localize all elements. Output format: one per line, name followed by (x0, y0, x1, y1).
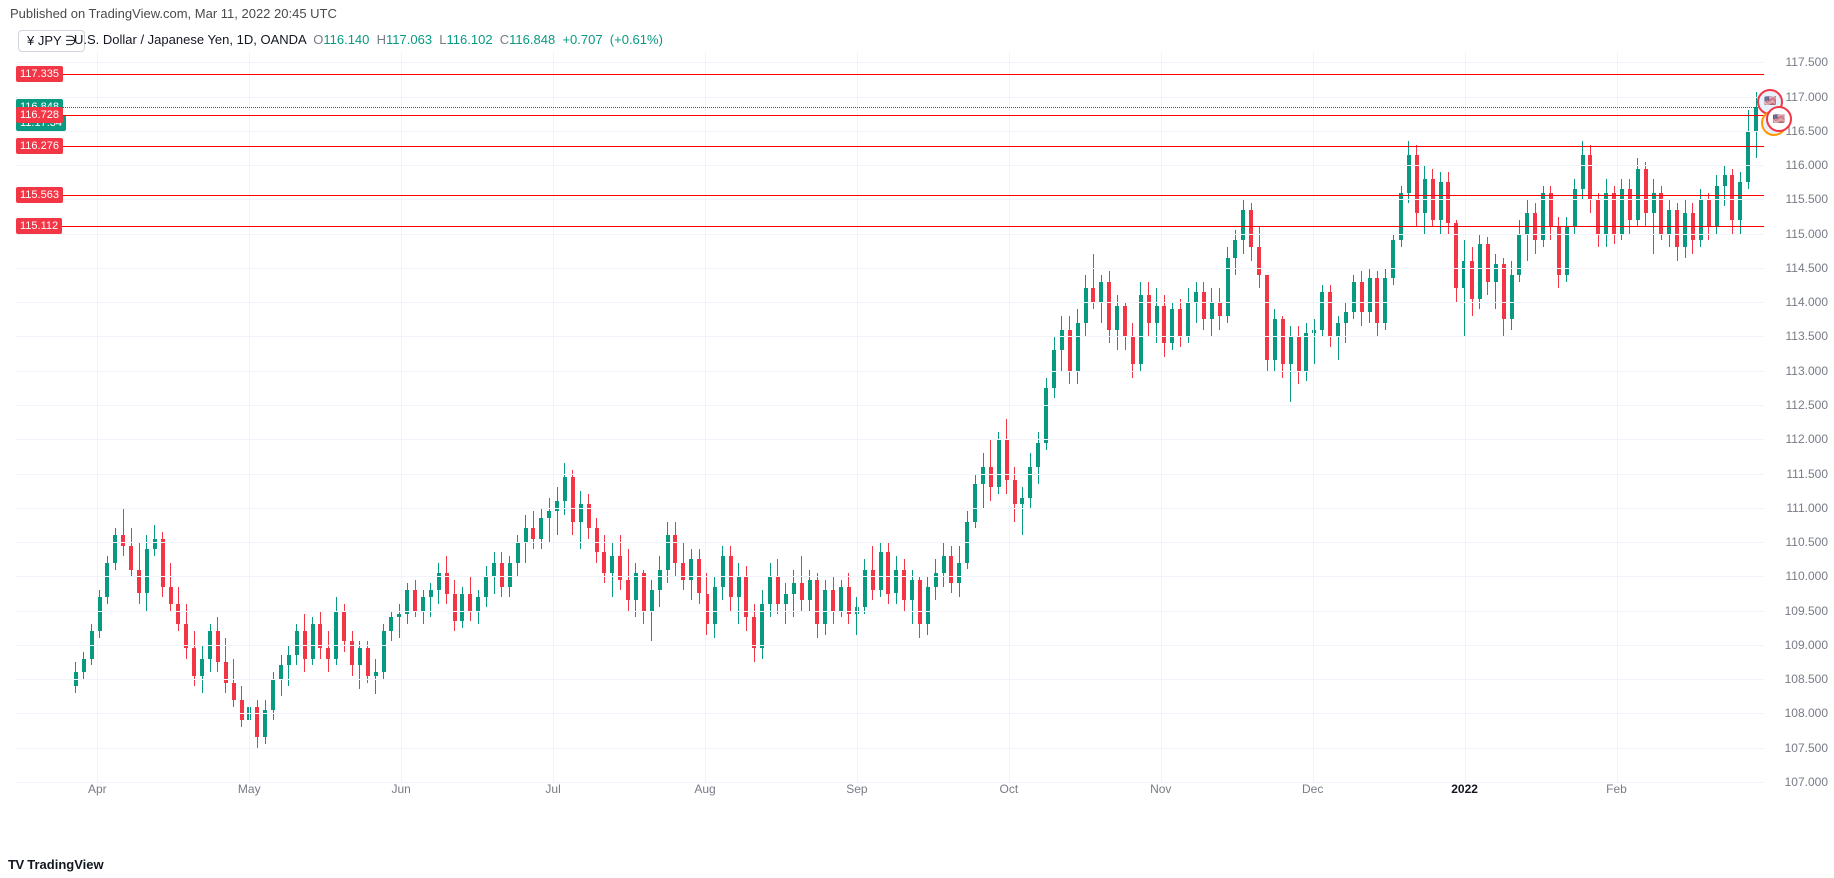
publish-info: Published on TradingView.com, Mar 11, 20… (10, 6, 337, 21)
event-badge-icon[interactable]: 🇺🇸 (1766, 106, 1792, 132)
tradingview-logo: TV TradingView (8, 857, 104, 872)
pair-name: U.S. Dollar / Japanese Yen (74, 32, 229, 47)
x-axis: AprMayJunJulAugSepOctNovDec2022Feb (0, 782, 1764, 802)
y-axis: 107.000107.500108.000108.500109.000109.5… (1764, 52, 1834, 782)
candlestick-chart[interactable] (0, 52, 1764, 820)
chart-legend: U.S. Dollar / Japanese Yen, 1D, OANDA O1… (74, 32, 663, 47)
